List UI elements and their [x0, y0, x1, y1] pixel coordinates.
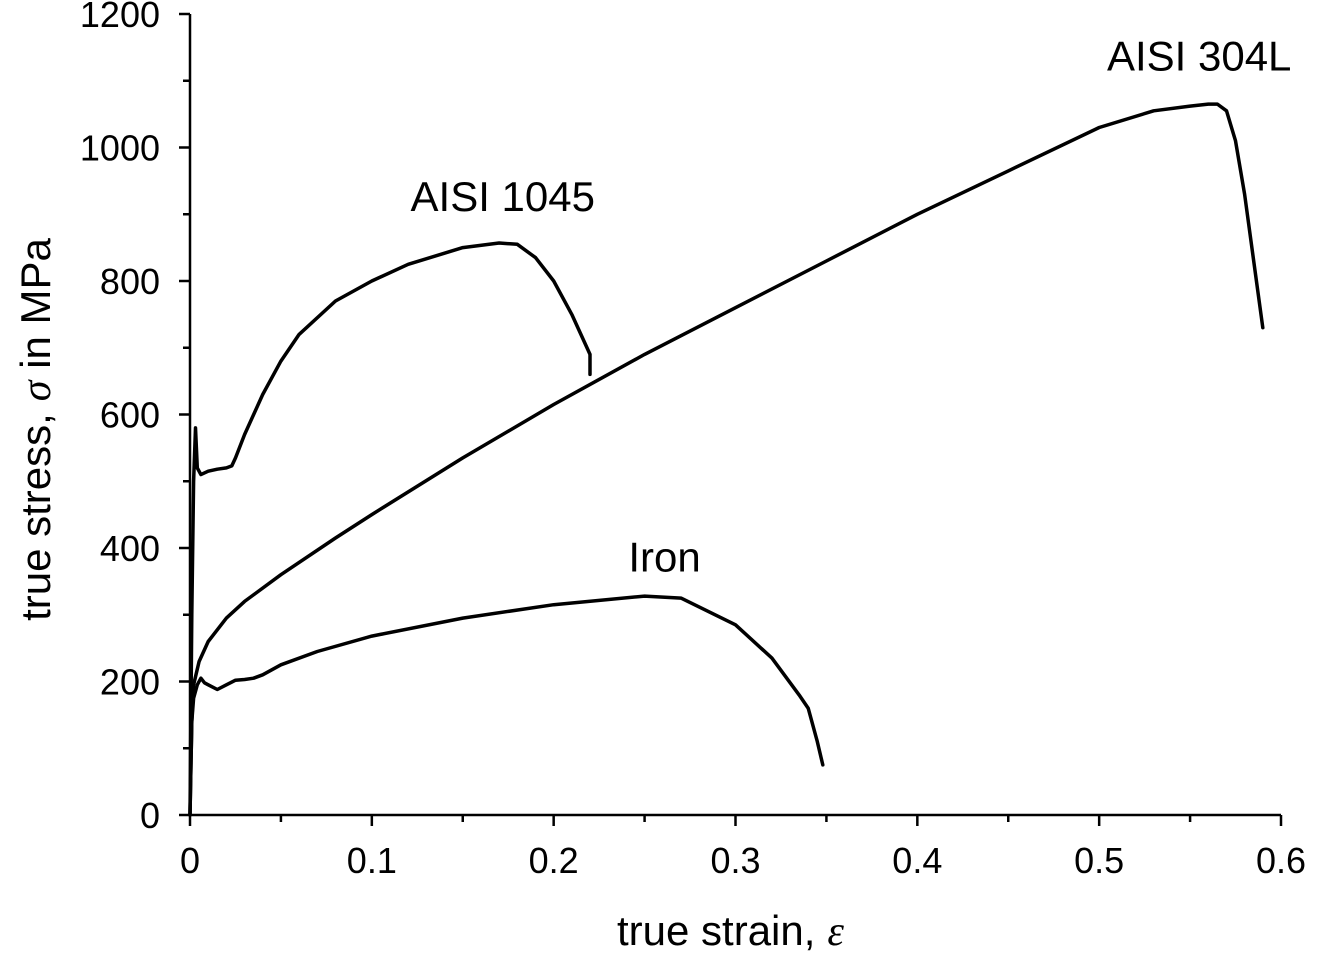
x-tick-label: 0.2 [529, 840, 579, 881]
x-axis-title: true strain, ε [617, 907, 844, 955]
x-axis-symbol: ε [827, 909, 844, 955]
x-axis-title-text: true strain, [617, 907, 815, 954]
y-axis-symbol: σ [14, 378, 60, 401]
y-tick-label: 1000 [80, 128, 160, 169]
x-tick-label: 0.5 [1074, 840, 1124, 881]
y-tick-label: 1200 [80, 0, 160, 35]
y-tick-label: 800 [100, 261, 160, 302]
x-tick-label: 0.3 [710, 840, 760, 881]
x-tick-label: 0.4 [892, 840, 942, 881]
y-axis-title-text: true stress, [12, 413, 59, 621]
series-layer [188, 102, 1265, 817]
series-line-aisi-1045 [188, 241, 592, 817]
y-axis-title: true stress, σ in MPa [12, 237, 60, 620]
series-labels: AISI 304L AISI 1045 Iron [411, 33, 1292, 581]
series-label-iron: Iron [628, 533, 700, 580]
axes [188, 14, 1281, 817]
y-tick-label: 200 [100, 662, 160, 703]
y-tick-label: 0 [140, 795, 160, 836]
series-label-aisi-304l: AISI 304L [1107, 33, 1291, 80]
series-line-aisi-304l [188, 102, 1265, 817]
x-ticks: 0 0.1 0.2 0.3 0.4 0.5 0.6 [180, 815, 1306, 881]
y-axis-title-suffix: in MPa [12, 237, 59, 380]
y-ticks: 0 200 400 600 800 1000 1200 [80, 0, 190, 836]
series-line-iron [188, 594, 825, 817]
series-label-aisi-1045: AISI 1045 [411, 173, 595, 220]
x-tick-label: 0 [180, 840, 200, 881]
y-tick-label: 600 [100, 395, 160, 436]
x-tick-label: 0.6 [1256, 840, 1306, 881]
x-tick-label: 0.1 [347, 840, 397, 881]
y-tick-label: 400 [100, 528, 160, 569]
